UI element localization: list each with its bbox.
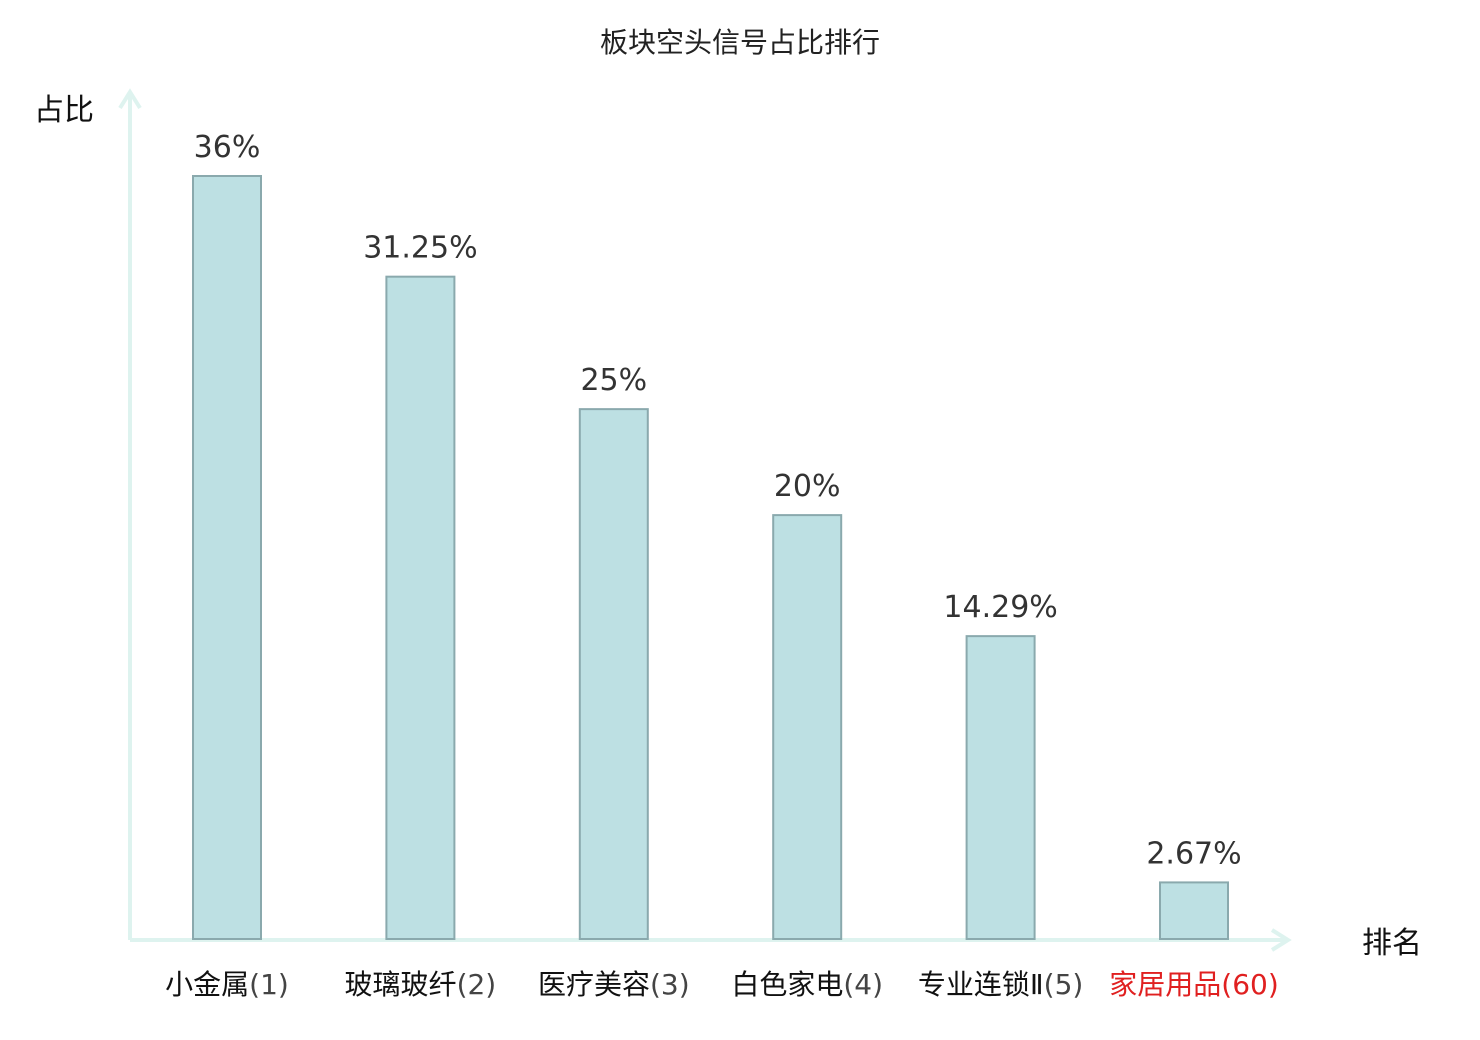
data-label-3: 20% [774,469,841,504]
bars-group [192,175,1229,941]
y-axis-label: 占比 [34,93,94,128]
data-label-5: 2.67% [1146,836,1241,871]
bar-2 [578,408,649,940]
tick-labels-group: 小金属(1) 玻璃玻纤(2) 医疗美容(3) 白色家电(4) 专业连锁Ⅱ(5) 家居用品(… [165,968,1279,1001]
x-axis-label: 排名 [1362,926,1422,961]
bar-3 [772,514,843,940]
bar-0 [192,175,262,940]
tick-label-5: 家居用品(60) [1109,968,1279,1001]
data-label-4: 14.29% [943,590,1057,625]
tick-label-1: 玻璃玻纤(2) [345,968,497,1001]
y-axis-arrow-icon [118,88,142,110]
data-label-1: 31.25% [363,231,477,266]
bar-1 [385,275,456,941]
tick-label-3: 白色家电(4) [731,968,883,1001]
data-label-0: 36% [194,130,261,165]
value-labels-group: 36% 31.25% 25% 20% 14.29% 2.67% [194,130,1242,871]
bar-4 [965,635,1036,941]
bar-5 [1159,881,1229,940]
chart-title: 板块空头信号占比排行 [600,26,880,59]
tick-label-4: 专业连锁Ⅱ(5) [918,968,1083,1001]
data-label-2: 25% [580,363,647,398]
x-axis-arrow-icon [1270,928,1292,952]
tick-label-2: 医疗美容(3) [538,968,690,1001]
tick-label-0: 小金属(1) [165,968,289,1001]
